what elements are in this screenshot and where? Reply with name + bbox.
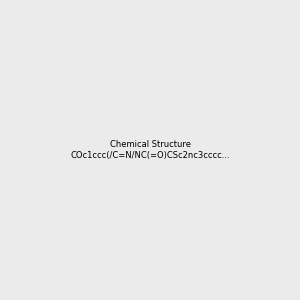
Text: Chemical Structure
COc1ccc(/C=N/NC(=O)CSc2nc3cccc...: Chemical Structure COc1ccc(/C=N/NC(=O)CS… — [70, 140, 230, 160]
